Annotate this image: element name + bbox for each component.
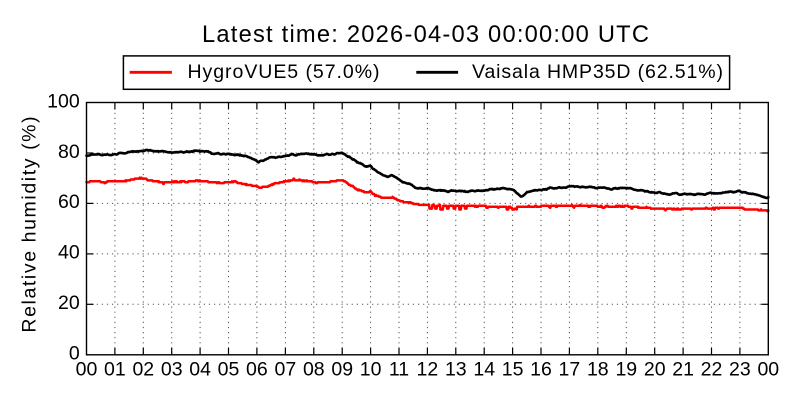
svg-text:Relative humidity (%): Relative humidity (%) — [19, 115, 41, 333]
svg-text:07: 07 — [275, 359, 297, 381]
svg-text:22: 22 — [701, 359, 723, 381]
svg-text:80: 80 — [58, 141, 80, 163]
svg-text:17: 17 — [559, 359, 581, 381]
svg-text:Vaisala HMP35D (62.51%): Vaisala HMP35D (62.51%) — [472, 61, 724, 83]
svg-text:00: 00 — [757, 359, 779, 381]
svg-text:11: 11 — [389, 359, 409, 381]
svg-text:09: 09 — [331, 359, 353, 381]
svg-text:18: 18 — [587, 359, 609, 381]
svg-text:05: 05 — [218, 359, 240, 381]
svg-text:06: 06 — [246, 359, 268, 381]
svg-text:10: 10 — [360, 359, 382, 381]
svg-text:16: 16 — [530, 359, 552, 381]
svg-text:Latest time: 2026-04-03 00:00:: Latest time: 2026-04-03 00:00:00 UTC — [202, 22, 650, 48]
svg-text:00: 00 — [76, 359, 98, 381]
svg-text:08: 08 — [303, 359, 325, 381]
svg-text:40: 40 — [58, 242, 80, 264]
svg-text:19: 19 — [615, 359, 637, 381]
svg-text:15: 15 — [502, 359, 524, 381]
svg-text:100: 100 — [47, 90, 80, 112]
svg-text:14: 14 — [473, 359, 495, 381]
svg-text:02: 02 — [132, 359, 154, 381]
svg-text:13: 13 — [445, 359, 467, 381]
svg-text:0: 0 — [69, 343, 80, 365]
svg-text:20: 20 — [58, 292, 80, 314]
svg-text:21: 21 — [672, 359, 694, 381]
svg-text:20: 20 — [644, 359, 666, 381]
svg-text:01: 01 — [104, 359, 126, 381]
svg-text:03: 03 — [161, 359, 183, 381]
svg-text:HygroVUE5 (57.0%): HygroVUE5 (57.0%) — [188, 61, 381, 83]
svg-text:23: 23 — [729, 359, 751, 381]
svg-text:60: 60 — [58, 191, 80, 213]
svg-text:04: 04 — [189, 359, 211, 381]
svg-text:12: 12 — [417, 359, 439, 381]
